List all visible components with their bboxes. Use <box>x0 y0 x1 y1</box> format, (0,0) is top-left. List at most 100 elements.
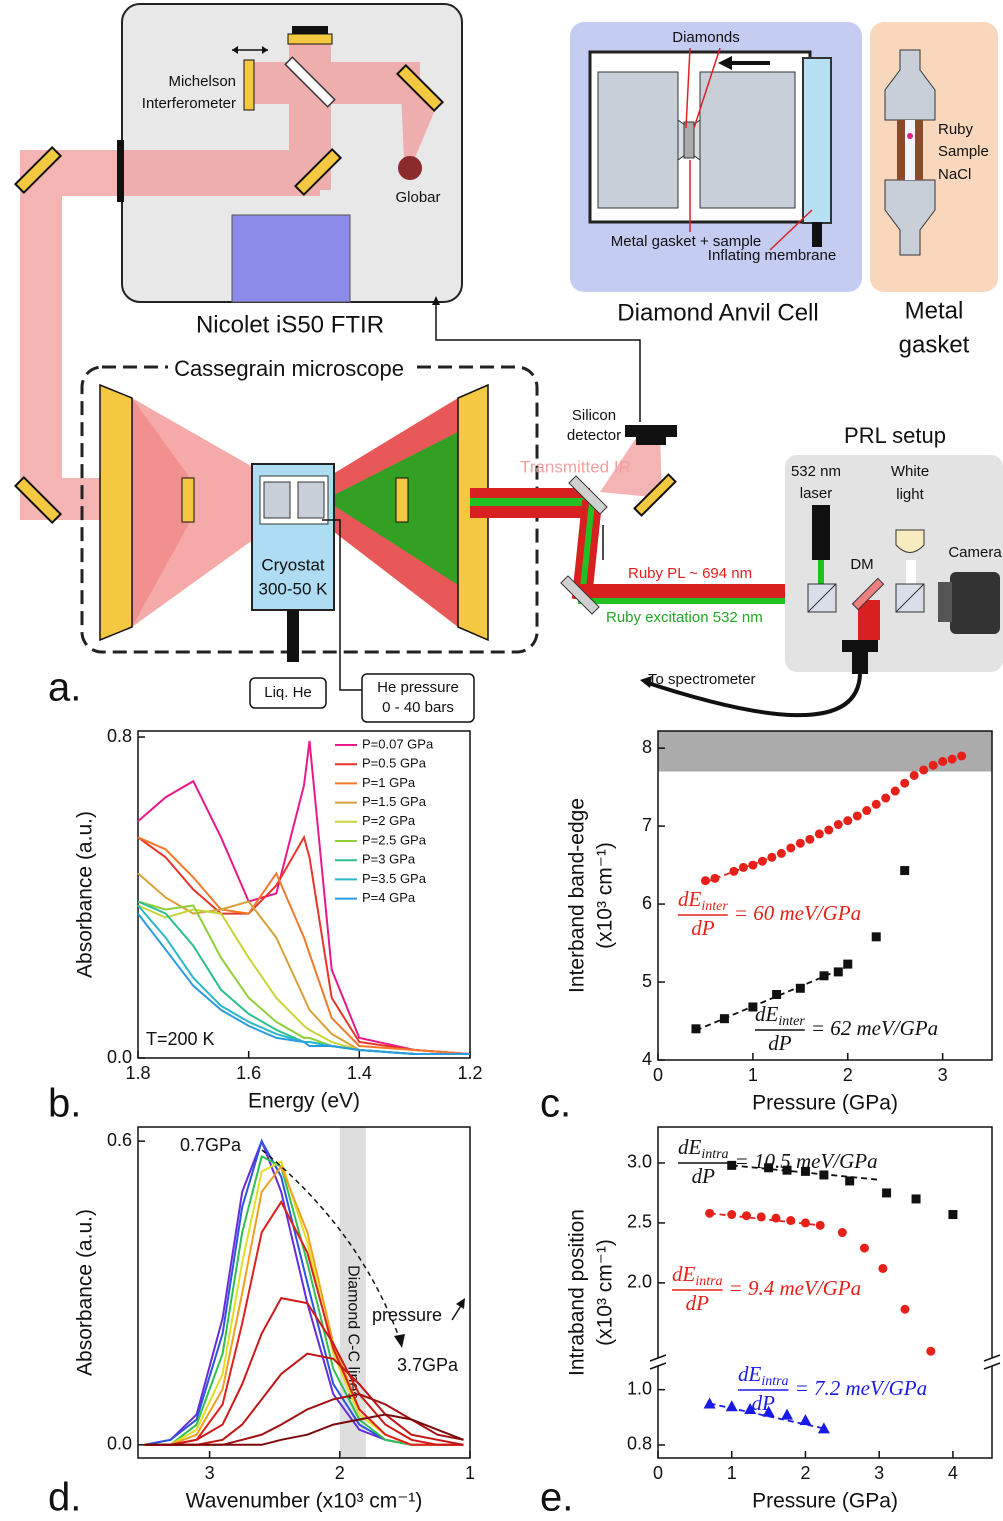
series-line <box>144 1413 464 1446</box>
point <box>862 806 872 816</box>
prl-setup-part <box>842 640 878 652</box>
x-tick-label: 3 <box>205 1463 215 1483</box>
legend-label: P=4 GPa <box>362 890 416 905</box>
x-tick-label: 0 <box>653 1463 663 1483</box>
label: Michelson <box>168 73 236 90</box>
arrow-head <box>394 1334 405 1348</box>
axis-break-gap <box>984 1358 1000 1367</box>
y-axis-label: (x10³ cm⁻¹) <box>594 1239 617 1346</box>
label: Ruby <box>938 121 974 138</box>
point <box>764 1163 774 1173</box>
series-line <box>137 912 470 1055</box>
label: Camera <box>948 544 1002 561</box>
prl-setup-part <box>895 583 925 613</box>
point <box>772 990 782 1000</box>
legend-label: P=1.5 GPa <box>362 794 427 809</box>
point <box>928 760 938 770</box>
equation-numerator: dE <box>678 1135 702 1159</box>
equation-rhs: = 62 meV/GPa <box>811 1016 938 1040</box>
fit-line <box>709 1212 821 1227</box>
cassegrain-microscope-part <box>99 383 133 642</box>
series-line <box>137 740 471 1055</box>
point <box>727 1210 737 1220</box>
ir-beam-part <box>250 62 420 104</box>
point <box>805 834 815 844</box>
plot-frame <box>137 1126 471 1459</box>
y-tick-label: 4 <box>642 1049 652 1069</box>
y-axis-label: Interband band-edge <box>566 798 589 993</box>
y-axis-label: Absorbance (a.u.) <box>74 811 97 978</box>
equation-denominator: dP <box>768 1031 792 1055</box>
diamond-anvil-cell-part <box>884 179 936 256</box>
series-line <box>137 836 471 1055</box>
x-tick-label: 2 <box>800 1463 810 1483</box>
label: Metal gasket + sample <box>611 233 762 250</box>
diamond-anvil-cell-part <box>915 120 923 180</box>
label: light <box>896 486 924 503</box>
label: Interferometer <box>142 95 236 112</box>
point <box>814 829 824 839</box>
equation-subscript: inter <box>701 899 728 914</box>
axis-break-gap <box>650 1358 666 1367</box>
x-tick-label: 3 <box>874 1463 884 1483</box>
title: PRL setup <box>844 423 946 448</box>
label: Globar <box>395 189 440 206</box>
axis-break <box>649 1354 667 1362</box>
axis-break <box>983 1362 1001 1370</box>
point <box>776 848 786 858</box>
cassegrain-microscope-part <box>395 477 409 523</box>
diagram-labels: Michelson Interferometer Globar Nicolet … <box>48 29 1002 716</box>
diamond-anvil-cell-part <box>897 120 905 180</box>
cassegrain-microscope-part <box>249 677 327 709</box>
panel-label: a. <box>48 666 81 710</box>
point <box>833 967 843 977</box>
label: NaCl <box>938 166 971 183</box>
point <box>819 971 829 981</box>
equation-rhs: = 9.4 meV/GPa <box>729 1276 862 1300</box>
point <box>900 1304 910 1314</box>
legend-label: P=3 GPa <box>362 852 416 867</box>
legend-label: P=0.5 GPa <box>362 756 427 771</box>
prl-setup-part <box>812 505 830 560</box>
legend-label: P=3.5 GPa <box>362 871 427 886</box>
ir-beam <box>20 40 662 520</box>
cassegrain-microscope-part <box>322 519 362 691</box>
series-line <box>137 834 471 1055</box>
x-tick-label: 1 <box>465 1463 475 1483</box>
label: Ruby PL ~ 694 nm <box>628 565 752 582</box>
equation-denominator: dP <box>686 1291 710 1315</box>
x-tick-label: 2 <box>843 1065 853 1085</box>
equation-numerator: dE <box>755 1002 779 1026</box>
optics-part <box>13 145 63 195</box>
y-tick-label: 3.0 <box>627 1152 652 1172</box>
point <box>900 778 910 788</box>
y-tick-label: 5 <box>642 971 652 991</box>
optics-part <box>398 156 422 180</box>
plot-frame <box>657 730 993 1061</box>
optics-part <box>636 437 666 445</box>
optics-part <box>287 33 333 45</box>
point <box>871 932 881 942</box>
x-tick-label: 1.4 <box>347 1063 372 1083</box>
point <box>878 1263 888 1273</box>
panel-label: c. <box>540 1082 571 1126</box>
y-axis-label: (x10³ cm⁻¹) <box>594 842 617 949</box>
output-beam-part <box>568 475 608 515</box>
annotation: 3.7GPa <box>397 1355 459 1375</box>
band-label: Diamond C-C lines <box>345 1265 362 1399</box>
label: Transmitted IR <box>520 457 631 476</box>
plot-frame <box>137 730 471 1059</box>
label: Inflating membrane <box>708 247 836 264</box>
y-tick-label: 8 <box>642 737 652 757</box>
x-tick-label: 0 <box>653 1065 663 1085</box>
y-axis-label: Absorbance (a.u.) <box>74 1209 97 1376</box>
y-tick-label: 0.6 <box>107 1130 132 1150</box>
fit-line <box>731 1164 880 1181</box>
point <box>957 751 967 761</box>
title: Nicolet iS50 FTIR <box>196 311 384 338</box>
diamond-anvil-cell-part <box>597 71 679 209</box>
point <box>871 799 881 809</box>
point <box>833 820 843 830</box>
arrow-head <box>456 1298 465 1309</box>
diamond-anvil-cell-part <box>884 49 936 121</box>
